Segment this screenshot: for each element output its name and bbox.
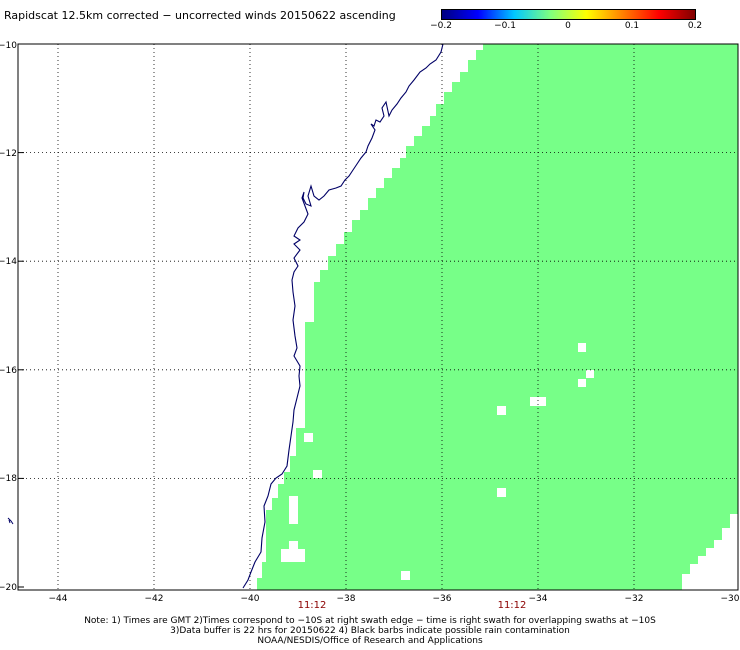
lon-label: −30 [721, 594, 740, 604]
lon-label: −44 [49, 594, 68, 604]
lon-label: −36 [433, 594, 452, 604]
graticule [18, 43, 738, 590]
colorbar-tick: −0.1 [494, 21, 516, 31]
lat-label: −20 [0, 583, 17, 593]
lat-label: −12 [0, 149, 17, 159]
data-gaps [281, 343, 594, 580]
wind-swath [257, 44, 738, 590]
map-frame [17, 43, 739, 591]
lat-label: −14 [0, 257, 17, 267]
colorbar-tick: −0.2 [430, 21, 452, 31]
footnote: Note: 1) Times are GMT 2)Times correspon… [84, 616, 656, 626]
data-gap [578, 343, 586, 352]
island [7, 517, 14, 525]
data-gap [497, 406, 506, 415]
data-gap [578, 379, 586, 387]
data-gap [586, 370, 594, 378]
lon-label: −38 [337, 594, 356, 604]
colorbar-tick: 0.1 [624, 21, 640, 31]
footnotes: Note: 1) Times are GMT 2)Times correspon… [0, 616, 740, 646]
coastline [242, 43, 444, 589]
lon-label: −32 [625, 594, 644, 604]
footnote: 3)Data buffer is 22 hrs for 20150622 4) … [170, 626, 570, 636]
lon-label: −40 [241, 594, 260, 604]
data-gap [289, 496, 298, 524]
data-gap [497, 488, 506, 497]
colorbar-tick: 0.2 [687, 21, 703, 31]
pass-time: 11:12 [298, 600, 327, 611]
data-gap [281, 549, 305, 562]
colorbar-tick: 0 [565, 21, 571, 31]
swath-area [257, 44, 738, 590]
lat-label: −16 [0, 366, 17, 376]
data-gap [289, 541, 298, 549]
colorbar [441, 9, 696, 20]
data-gap [530, 397, 546, 406]
footnote: NOAA/NESDIS/Office of Research and Appli… [257, 636, 483, 646]
data-gap [313, 470, 322, 478]
lon-label: −42 [145, 594, 164, 604]
map-title: Rapidscat 12.5km corrected − uncorrected… [4, 9, 396, 22]
data-gap [304, 433, 313, 442]
lat-label: −10 [0, 41, 17, 51]
lon-label: −34 [529, 594, 548, 604]
pass-time: 11:12 [498, 600, 527, 611]
lat-label: −18 [0, 474, 17, 484]
data-gap [401, 571, 410, 580]
